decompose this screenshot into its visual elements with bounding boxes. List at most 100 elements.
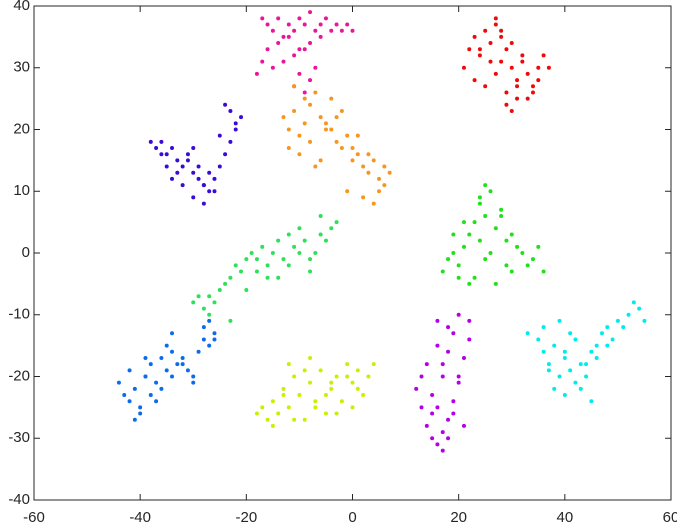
scatter-point — [154, 380, 159, 385]
scatter-point — [461, 65, 466, 70]
scatter-point — [302, 90, 307, 95]
scatter-point — [488, 59, 493, 64]
scatter-point — [313, 164, 318, 169]
scatter-point — [424, 362, 429, 367]
scatter-point — [313, 28, 318, 33]
scatter-point — [509, 232, 514, 237]
scatter-point — [334, 115, 339, 120]
scatter-point — [191, 195, 196, 200]
scatter-point — [451, 399, 456, 404]
x-tick-label: 0 — [348, 509, 356, 526]
scatter-point — [355, 133, 360, 138]
scatter-point — [525, 96, 530, 101]
scatter-point — [334, 374, 339, 379]
scatter-point — [446, 257, 451, 262]
y-tick-label: 20 — [13, 120, 30, 137]
scatter-point — [568, 331, 573, 336]
scatter-point — [435, 343, 440, 348]
scatter-point — [212, 176, 217, 181]
scatter-point — [164, 164, 169, 169]
scatter-point — [308, 380, 313, 385]
x-tick-label: -40 — [129, 509, 151, 526]
scatter-point — [334, 22, 339, 27]
scatter-point — [515, 84, 520, 89]
scatter-point — [175, 170, 180, 175]
scatter-point — [302, 238, 307, 243]
scatter-point — [488, 41, 493, 46]
scatter-point — [515, 96, 520, 101]
scatter-point — [318, 232, 323, 237]
scatter-point — [265, 417, 270, 422]
scatter-point — [329, 96, 334, 101]
y-tick-label: -10 — [8, 306, 30, 323]
scatter-point — [159, 355, 164, 360]
scatter-point — [615, 318, 620, 323]
scatter-point — [185, 368, 190, 373]
scatter-point — [254, 269, 259, 274]
scatter-point — [254, 257, 259, 262]
scatter-point — [536, 244, 541, 249]
scatter-point — [175, 158, 180, 163]
scatter-point — [207, 312, 212, 317]
scatter-point — [302, 121, 307, 126]
scatter-point — [382, 183, 387, 188]
scatter-point — [562, 393, 567, 398]
scatter-point — [345, 22, 350, 27]
scatter-point — [329, 127, 334, 132]
scatter-point — [355, 152, 360, 157]
scatter-point — [483, 84, 488, 89]
scatter-point — [339, 146, 344, 151]
scatter-point — [573, 337, 578, 342]
scatter-point — [483, 28, 488, 33]
scatter-point — [361, 195, 366, 200]
scatter-point — [281, 115, 286, 120]
scatter-point — [297, 71, 302, 76]
scatter-point — [456, 380, 461, 385]
scatter-point — [472, 78, 477, 83]
scatter-point — [270, 423, 275, 428]
scatter-point — [297, 152, 302, 157]
scatter-point — [610, 337, 615, 342]
y-tick-label: 10 — [13, 182, 30, 199]
scatter-point — [504, 102, 509, 107]
scatter-point — [562, 349, 567, 354]
scatter-point — [233, 121, 238, 126]
scatter-point — [132, 386, 137, 391]
scatter-point — [270, 399, 275, 404]
scatter-point — [589, 399, 594, 404]
scatter-point — [546, 65, 551, 70]
scatter-point — [334, 139, 339, 144]
scatter-point — [323, 238, 328, 243]
x-tick-label: 20 — [450, 509, 467, 526]
scatter-point — [281, 393, 286, 398]
scatter-point — [254, 411, 259, 416]
scatter-point — [419, 405, 424, 410]
scatter-point — [244, 257, 249, 262]
scatter-point — [361, 393, 366, 398]
scatter-point — [180, 362, 185, 367]
scatter-point — [286, 362, 291, 367]
scatter-point — [552, 386, 557, 391]
scatter-point — [170, 374, 175, 379]
scatter-point — [456, 275, 461, 280]
scatter-point — [302, 96, 307, 101]
scatter-point — [308, 139, 313, 144]
scatter-point — [483, 213, 488, 218]
scatter-point — [239, 269, 244, 274]
scatter-point — [562, 355, 567, 360]
scatter-point — [180, 183, 185, 188]
scatter-point — [456, 263, 461, 268]
scatter-point — [313, 90, 318, 95]
scatter-point — [509, 41, 514, 46]
scatter-point — [435, 442, 440, 447]
scatter-point — [525, 331, 530, 336]
scatter-point — [345, 189, 350, 194]
scatter-point — [557, 318, 562, 323]
scatter-point — [201, 201, 206, 206]
x-tick-label: -60 — [23, 509, 45, 526]
scatter-point — [239, 115, 244, 120]
x-tick-label: 60 — [663, 509, 677, 526]
scatter-point — [594, 355, 599, 360]
scatter-point — [329, 28, 334, 33]
scatter-point — [366, 152, 371, 157]
